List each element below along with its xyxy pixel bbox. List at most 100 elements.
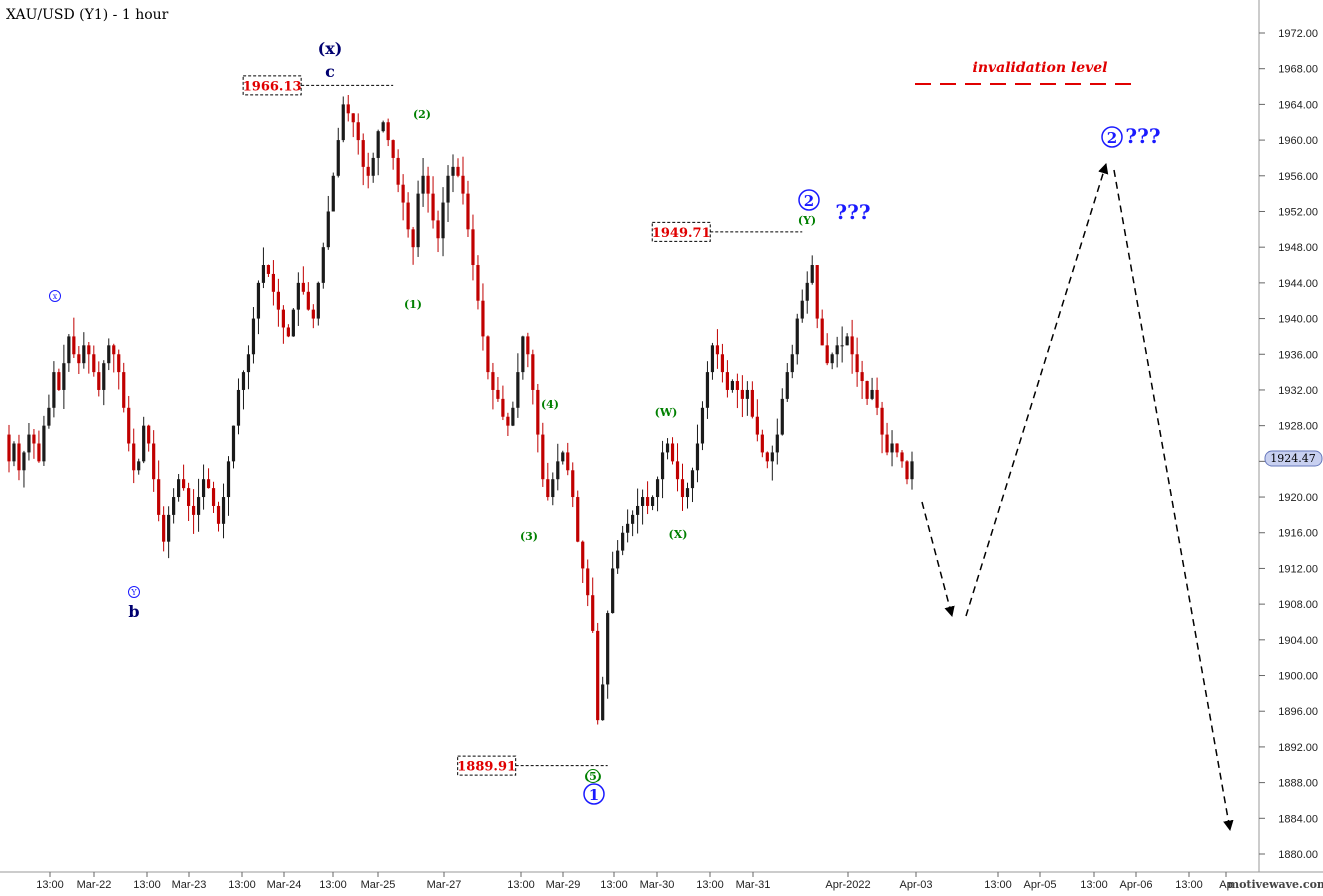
candle-body: [67, 336, 71, 364]
y-tick-label: 1892.00: [1278, 742, 1318, 754]
candle-body: [97, 372, 101, 390]
projection-segment: [921, 501, 955, 618]
plot-area: [0, 0, 1259, 872]
candle-body: [601, 684, 605, 721]
candle-body: [431, 193, 435, 221]
candle-body: [690, 470, 695, 489]
candle-body: [416, 193, 420, 248]
last-price-badge: [1264, 450, 1323, 467]
candle-body: [361, 140, 365, 167]
price-level-box: [242, 75, 302, 96]
wave-2-label: 2: [804, 192, 814, 210]
candle-body: [157, 479, 161, 515]
candle-body: [850, 336, 854, 355]
candle-body: [611, 568, 615, 614]
candle-body: [351, 113, 355, 123]
candle-body: [675, 461, 680, 480]
candle-body: [516, 372, 520, 408]
candle-body: [665, 443, 670, 453]
chart-title: XAU/USD (Y1) - 1 hour: [6, 7, 169, 23]
candle-body: [396, 157, 400, 185]
x-tick-label: 13:00: [228, 879, 256, 891]
candle-body: [42, 425, 46, 462]
x-tick-label: 13:00: [696, 879, 724, 891]
y-tick-label: 1956.00: [1278, 171, 1318, 183]
y-tick-label: 1912.00: [1278, 563, 1318, 575]
candle-body: [291, 309, 295, 337]
candle-body: [77, 354, 81, 364]
candle-body: [506, 416, 510, 426]
y-tick-label: 1896.00: [1278, 706, 1318, 718]
candle-body: [117, 354, 121, 373]
candle-body: [182, 479, 186, 489]
candle-body: [531, 354, 535, 390]
candle-body: [586, 568, 590, 596]
candle-body: [546, 479, 550, 498]
wave-b-label: b: [128, 602, 139, 621]
candle-body: [466, 193, 470, 230]
candle-body: [216, 505, 221, 524]
candle-body: [670, 443, 675, 462]
y-tick-label: 1968.00: [1278, 64, 1318, 76]
candle-body: [276, 291, 280, 310]
candle-body: [581, 541, 585, 569]
last-price-value: 1924.47: [1270, 452, 1316, 465]
minor-wave-5: (5): [584, 770, 602, 783]
x-tick-label: Apr-2022: [825, 879, 870, 891]
projection-segment: [965, 162, 1109, 617]
candle-body: [336, 140, 340, 176]
y-tick-label: 1916.00: [1278, 528, 1318, 540]
candle-body: [456, 166, 460, 176]
watermark: motivewave.com: [1227, 878, 1323, 891]
candle-body: [271, 273, 276, 292]
wave-2-circle: [798, 189, 820, 211]
candle-body: [311, 309, 315, 319]
candle-body: [426, 175, 430, 194]
candle-body: [231, 425, 236, 462]
candle-body: [251, 318, 256, 355]
x-tick-label: Mar-30: [640, 879, 675, 891]
candle-body: [650, 497, 655, 506]
candle-body: [331, 175, 335, 212]
wave-x-label: (x): [318, 39, 343, 58]
candle-body: [211, 488, 216, 506]
price-boxes: 1966.13 1949.71 1889.91: [242, 75, 803, 776]
candle-body: [785, 372, 789, 399]
candle-body: [870, 389, 874, 399]
candle-body: [745, 389, 749, 399]
candle-body: [72, 336, 76, 355]
y-tick-label: 1944.00: [1278, 278, 1318, 290]
candle-body: [790, 354, 794, 373]
candle-body: [735, 381, 739, 390]
candle-body: [246, 354, 251, 373]
candle-body: [566, 452, 570, 471]
candle-body: [890, 443, 894, 453]
candle-body: [511, 407, 515, 426]
x-tick-label: 13:00: [1175, 879, 1203, 891]
x-axis: 13:00 Mar-22 13:00 Mar-23 13:00 Mar-24 13:00 Ma…: [36, 872, 1233, 891]
candles: [7, 95, 914, 725]
x-tick-label: Apr-05: [1023, 879, 1056, 891]
candle-body: [725, 372, 730, 390]
invalidation-label: invalidation level: [973, 60, 1108, 76]
candle-body: [296, 282, 300, 310]
price-level-label: 1949.71: [652, 226, 711, 241]
candle-body: [441, 202, 445, 239]
candle-body: [186, 488, 191, 506]
candle-body: [366, 166, 370, 176]
candle-body: [775, 434, 779, 453]
candle-body: [795, 318, 799, 355]
candle-body: [162, 514, 166, 542]
price-level-label: 1889.91: [457, 760, 516, 775]
candle-body: [421, 175, 425, 194]
x-tick-label: Mar-23: [172, 879, 207, 891]
candle-body: [695, 443, 700, 471]
candle-body: [346, 104, 350, 114]
candle-body: [376, 131, 380, 158]
candle-body: [710, 345, 715, 373]
candle-body: [221, 497, 226, 524]
candle-body: [910, 461, 914, 480]
candle-body: [621, 532, 625, 551]
